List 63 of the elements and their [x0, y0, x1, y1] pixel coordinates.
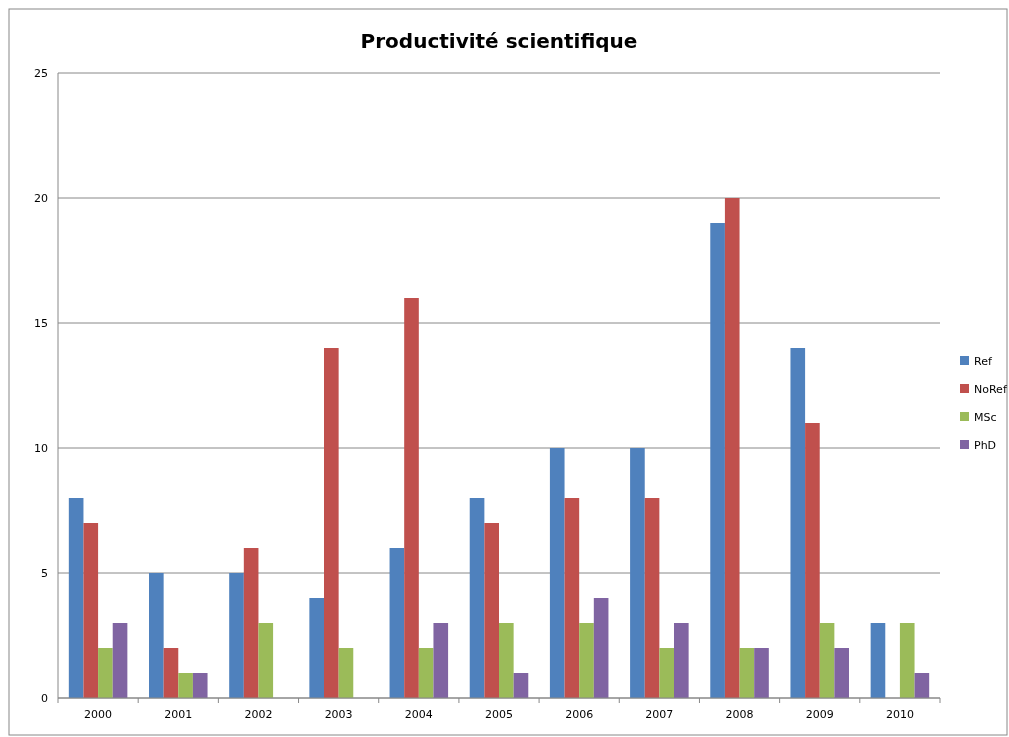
- bar: [754, 648, 769, 698]
- bar: [659, 648, 674, 698]
- bar: [258, 623, 274, 698]
- x-tick-label: 2004: [404, 708, 433, 721]
- x-tick-label: 2002: [244, 708, 273, 721]
- legend-label: Ref: [974, 354, 993, 368]
- bar: [433, 623, 449, 698]
- x-tick-label: 2000: [84, 708, 113, 721]
- chart-title: Productivité scientifique: [360, 29, 638, 53]
- bar: [404, 298, 419, 698]
- bar: [549, 448, 565, 698]
- x-tick-label: 2005: [485, 708, 513, 721]
- bar: [790, 348, 806, 698]
- bar: [68, 498, 84, 698]
- y-tick-label: 5: [41, 566, 48, 580]
- bar: [163, 648, 179, 698]
- y-tick-label: 20: [34, 191, 48, 205]
- bar: [710, 223, 725, 698]
- bar: [98, 648, 113, 698]
- legend-label: MSc: [974, 410, 997, 424]
- bar: [192, 673, 208, 698]
- bar: [644, 498, 660, 698]
- bar: [112, 623, 128, 698]
- bar: [819, 623, 835, 698]
- y-tick-label: 10: [34, 441, 48, 455]
- legend-label: NoRef: [974, 382, 1008, 396]
- x-tick-label: 2007: [645, 708, 674, 721]
- bar: [178, 673, 193, 698]
- y-tick-label: 15: [34, 316, 48, 330]
- bar: [593, 598, 609, 698]
- bar: [564, 498, 580, 698]
- bar: [469, 498, 485, 698]
- x-tick-label: 2010: [885, 708, 914, 721]
- bar: [243, 548, 259, 698]
- bar: [83, 523, 99, 698]
- bar: [389, 548, 405, 698]
- bar: [579, 623, 594, 698]
- y-tick-label: 0: [41, 691, 48, 705]
- bar: [513, 673, 529, 698]
- x-tick-label: 2008: [725, 708, 754, 721]
- x-tick-label: 2003: [324, 708, 353, 721]
- x-tick-label: 2009: [805, 708, 834, 721]
- bar: [834, 648, 849, 698]
- bar: [324, 348, 339, 698]
- bar: [914, 673, 930, 698]
- bar: [630, 448, 645, 698]
- bar: [724, 198, 740, 698]
- bar: [499, 623, 514, 698]
- bar: [805, 423, 820, 698]
- bar: [338, 648, 354, 698]
- bar: [870, 623, 886, 698]
- bar: [484, 523, 499, 698]
- bar: [149, 573, 164, 698]
- bar: [309, 598, 324, 698]
- x-tick-label: 2006: [565, 708, 594, 721]
- x-tick-label: 2001: [164, 708, 193, 721]
- bar: [674, 623, 689, 698]
- bar: [418, 648, 434, 698]
- bar: [229, 573, 244, 698]
- y-tick-label: 25: [34, 66, 48, 80]
- bar: [899, 623, 915, 698]
- legend-label: PhD: [974, 438, 997, 452]
- bar: [739, 648, 755, 698]
